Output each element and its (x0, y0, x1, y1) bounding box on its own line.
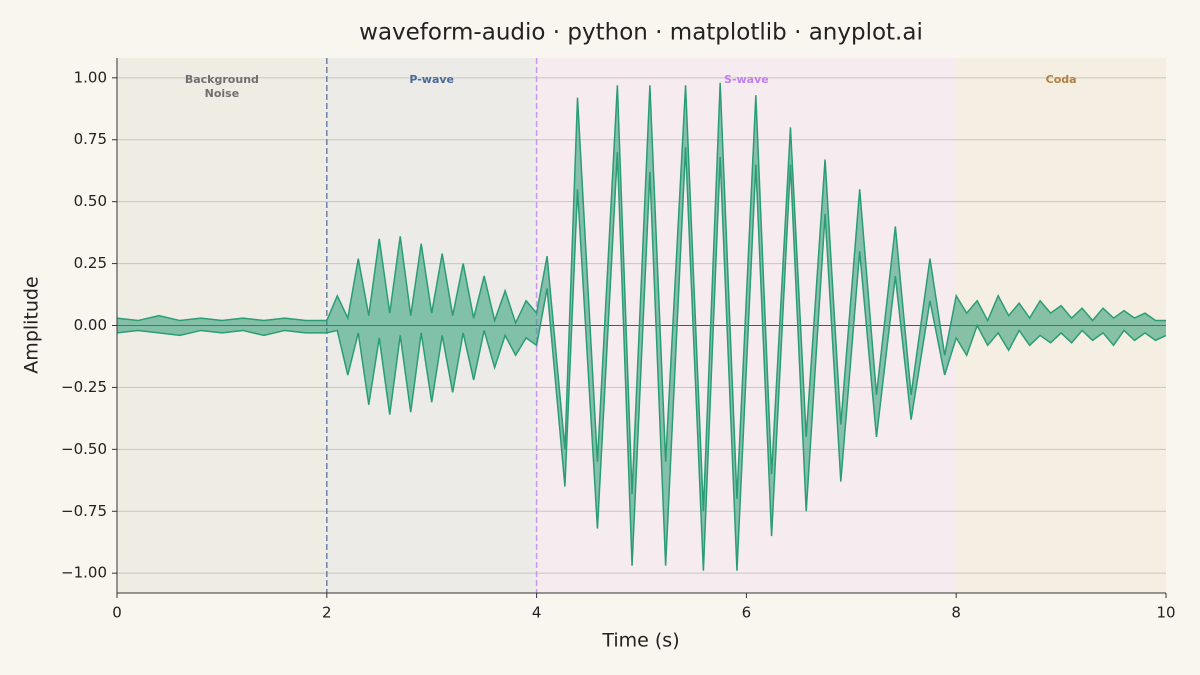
y-tick-label: 0.25 (74, 254, 107, 272)
y-axis-label: Amplitude (21, 276, 43, 373)
y-tick-label: 1.00 (74, 68, 107, 86)
region-label: S-wave (724, 73, 769, 86)
x-axis-label: Time (s) (601, 630, 679, 652)
y-tick-label: 0.75 (74, 130, 107, 148)
x-tick-label: 2 (322, 604, 332, 622)
region-label: P-wave (409, 73, 455, 86)
y-tick-label: −0.25 (61, 378, 107, 396)
y-tick-label: 0.50 (74, 192, 107, 210)
waveform-band (117, 82, 1166, 571)
chart-title: waveform-audio · python · matplotlib · a… (359, 20, 923, 46)
y-tick-label: −0.50 (61, 440, 107, 458)
x-tick-label: 10 (1156, 604, 1175, 622)
waveform-line (116, 147, 1167, 571)
x-tick-label: 4 (532, 604, 542, 622)
waveform-line (116, 82, 1166, 512)
x-tick-label: 0 (112, 604, 122, 622)
y-tick-label: −0.75 (61, 502, 107, 520)
y-tick-label: 0.00 (74, 316, 107, 334)
x-tick-label: 8 (951, 604, 961, 622)
region-label: Background Noise (184, 73, 259, 100)
region-label: Coda (1045, 73, 1077, 86)
x-tick-label: 6 (742, 604, 752, 622)
y-tick-label: −1.00 (61, 564, 107, 582)
